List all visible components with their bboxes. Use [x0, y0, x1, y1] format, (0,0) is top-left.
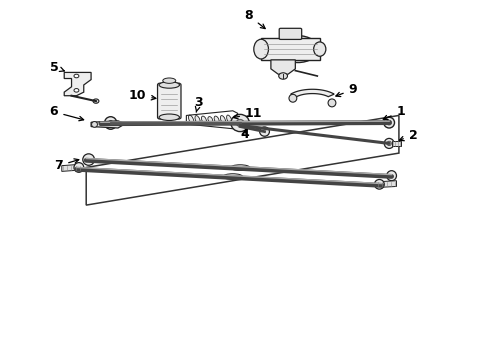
Text: 4: 4 — [241, 127, 249, 141]
Text: 8: 8 — [245, 9, 265, 28]
Polygon shape — [291, 89, 334, 97]
Text: 2: 2 — [399, 129, 417, 142]
Text: 10: 10 — [129, 89, 156, 102]
Ellipse shape — [220, 116, 225, 124]
Ellipse shape — [230, 165, 250, 171]
Text: 9: 9 — [336, 83, 357, 96]
Polygon shape — [392, 141, 401, 145]
Ellipse shape — [159, 114, 179, 121]
Ellipse shape — [328, 99, 336, 107]
Ellipse shape — [108, 121, 113, 126]
Ellipse shape — [384, 138, 394, 148]
Text: 6: 6 — [49, 105, 84, 121]
Ellipse shape — [223, 174, 243, 180]
Text: 1: 1 — [383, 105, 405, 120]
Ellipse shape — [254, 39, 269, 59]
Ellipse shape — [74, 163, 84, 172]
Ellipse shape — [92, 122, 98, 127]
Ellipse shape — [289, 94, 297, 102]
Polygon shape — [271, 60, 295, 74]
Ellipse shape — [314, 42, 326, 56]
Ellipse shape — [277, 36, 318, 63]
Ellipse shape — [104, 117, 117, 129]
Ellipse shape — [159, 82, 179, 88]
Ellipse shape — [387, 141, 392, 145]
Ellipse shape — [208, 117, 213, 123]
Ellipse shape — [163, 78, 176, 84]
Text: 3: 3 — [194, 96, 203, 112]
Polygon shape — [91, 121, 125, 128]
Polygon shape — [64, 72, 91, 96]
FancyBboxPatch shape — [279, 28, 302, 40]
Ellipse shape — [279, 73, 288, 79]
Ellipse shape — [74, 74, 79, 78]
Ellipse shape — [231, 114, 249, 132]
Ellipse shape — [236, 120, 244, 127]
Ellipse shape — [214, 116, 219, 123]
Ellipse shape — [74, 89, 79, 92]
Ellipse shape — [387, 120, 392, 125]
Ellipse shape — [227, 115, 232, 125]
FancyBboxPatch shape — [158, 83, 181, 119]
Ellipse shape — [93, 99, 99, 103]
Ellipse shape — [189, 115, 194, 125]
Ellipse shape — [260, 127, 270, 136]
Polygon shape — [261, 39, 320, 60]
Ellipse shape — [201, 116, 206, 123]
Ellipse shape — [195, 116, 200, 124]
Polygon shape — [62, 164, 81, 171]
Ellipse shape — [387, 171, 396, 181]
Ellipse shape — [384, 117, 394, 128]
Ellipse shape — [83, 154, 95, 165]
Text: 5: 5 — [49, 60, 64, 73]
Text: 11: 11 — [233, 107, 263, 120]
Ellipse shape — [374, 180, 384, 189]
Text: 7: 7 — [54, 159, 79, 172]
Polygon shape — [377, 181, 396, 188]
